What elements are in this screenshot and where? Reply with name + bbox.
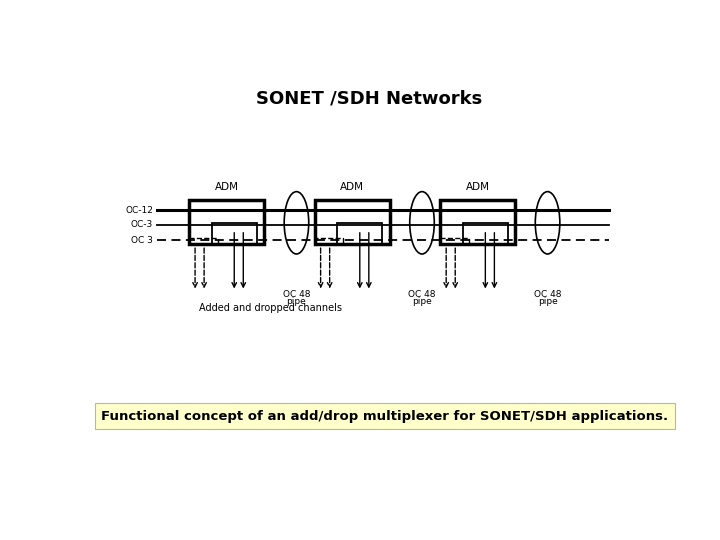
- Text: pipe: pipe: [412, 298, 432, 306]
- Text: ADM: ADM: [466, 183, 490, 192]
- Text: pipe: pipe: [287, 298, 306, 306]
- Text: ADM: ADM: [215, 183, 239, 192]
- Text: OC-3: OC-3: [131, 220, 153, 230]
- Text: pipe: pipe: [538, 298, 557, 306]
- Text: OC-12: OC-12: [125, 206, 153, 215]
- Text: ADM: ADM: [341, 183, 364, 192]
- Text: OC 48: OC 48: [283, 290, 310, 299]
- Text: OC 3: OC 3: [131, 236, 153, 245]
- Text: OC 48: OC 48: [534, 290, 562, 299]
- Text: OC 48: OC 48: [408, 290, 436, 299]
- Text: Added and dropped channels: Added and dropped channels: [199, 303, 342, 313]
- Text: SONET /SDH Networks: SONET /SDH Networks: [256, 89, 482, 107]
- Text: Functional concept of an add/drop multiplexer for SONET/SDH applications.: Functional concept of an add/drop multip…: [101, 410, 668, 423]
